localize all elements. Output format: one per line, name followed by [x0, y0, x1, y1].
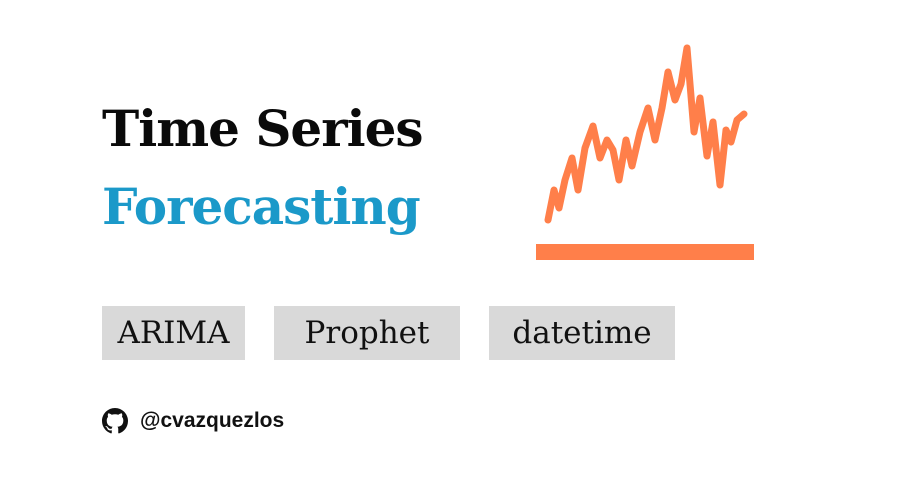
- title-line-2: Forecasting: [102, 177, 421, 236]
- author-handle[interactable]: @cvazquezlos: [102, 408, 284, 434]
- sparkline-line: [544, 44, 748, 224]
- sparkline-baseline: [536, 244, 754, 260]
- github-icon: [102, 408, 128, 434]
- tag-arima: ARIMA: [102, 306, 245, 360]
- author-handle-text[interactable]: @cvazquezlos: [140, 409, 285, 432]
- tag-datetime: datetime: [489, 306, 675, 360]
- tag-prophet: Prophet: [274, 306, 460, 360]
- sparkline-graphic: [536, 44, 754, 260]
- title-line-1: Time Series: [102, 99, 424, 158]
